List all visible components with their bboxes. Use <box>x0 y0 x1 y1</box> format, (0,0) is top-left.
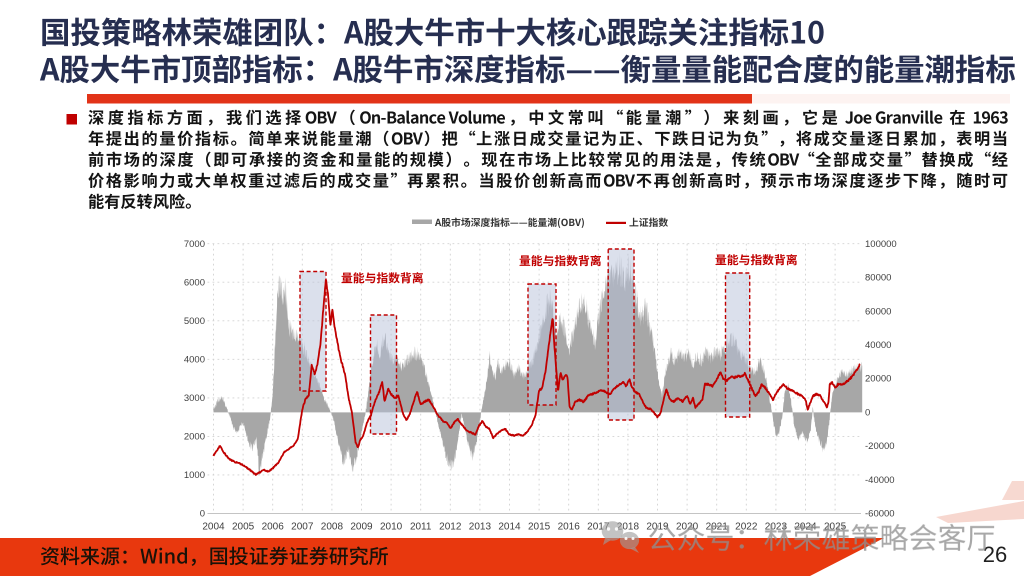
svg-text:0: 0 <box>865 407 870 418</box>
svg-text:6000: 6000 <box>184 277 205 288</box>
svg-text:2023: 2023 <box>765 522 788 533</box>
svg-text:2014: 2014 <box>498 522 521 533</box>
svg-text:2007: 2007 <box>291 522 314 533</box>
svg-text:2011: 2011 <box>410 522 432 533</box>
svg-text:100000: 100000 <box>865 239 897 250</box>
svg-text:-60000: -60000 <box>865 509 895 520</box>
svg-text:26: 26 <box>983 542 1007 567</box>
svg-text:2020: 2020 <box>676 522 699 533</box>
svg-text:2015: 2015 <box>528 522 551 533</box>
svg-text:4000: 4000 <box>184 355 205 366</box>
svg-text:0: 0 <box>200 509 205 520</box>
svg-text:20000: 20000 <box>865 374 891 385</box>
svg-text:2017: 2017 <box>587 522 610 533</box>
svg-text:60000: 60000 <box>865 306 891 317</box>
svg-text:2009: 2009 <box>350 522 373 533</box>
svg-text:2013: 2013 <box>469 522 492 533</box>
svg-text:3000: 3000 <box>184 393 205 404</box>
svg-text:-20000: -20000 <box>865 441 895 452</box>
svg-text:2006: 2006 <box>262 522 285 533</box>
svg-text:2004: 2004 <box>202 522 225 533</box>
svg-text:2016: 2016 <box>558 522 581 533</box>
svg-text:1000: 1000 <box>184 470 205 481</box>
svg-text:5000: 5000 <box>184 316 205 327</box>
svg-text:40000: 40000 <box>865 340 891 351</box>
svg-text:2008: 2008 <box>321 522 344 533</box>
svg-text:2022: 2022 <box>735 522 758 533</box>
svg-text:2005: 2005 <box>232 522 255 533</box>
svg-text:2012: 2012 <box>439 522 462 533</box>
svg-text:80000: 80000 <box>865 273 891 284</box>
svg-text:2000: 2000 <box>184 432 205 443</box>
svg-text:7000: 7000 <box>184 239 205 250</box>
svg-text:2025: 2025 <box>824 522 847 533</box>
svg-text:-40000: -40000 <box>865 475 895 486</box>
svg-text:2010: 2010 <box>380 522 403 533</box>
svg-text:2018: 2018 <box>617 522 640 533</box>
